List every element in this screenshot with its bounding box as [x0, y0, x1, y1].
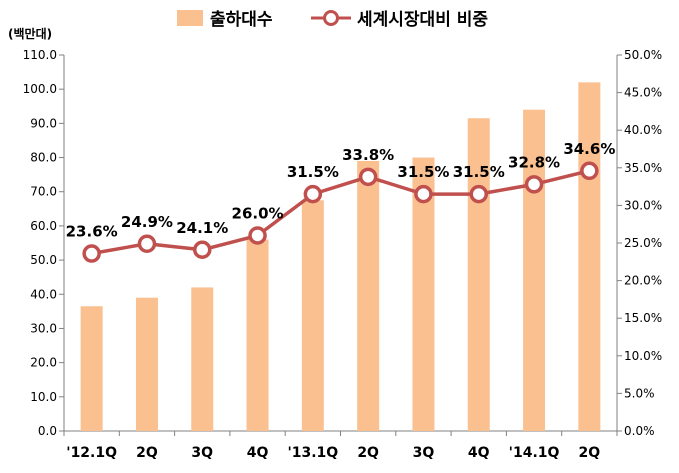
- bar-shipments: [191, 287, 214, 431]
- y-left-tick-label: 60.0: [30, 219, 57, 233]
- legend-swatch-marker: [323, 10, 339, 26]
- y-right-tick-label: 30.0%: [624, 198, 662, 212]
- data-label-share: 34.6%: [563, 140, 615, 158]
- y-right-tick-label: 40.0%: [624, 123, 662, 137]
- x-tick-label: '13.1Q: [287, 445, 338, 461]
- y-left-tick-label: 70.0: [30, 185, 57, 199]
- legend-label-bar: 출하대수: [210, 10, 273, 30]
- line-point: [469, 184, 488, 204]
- line-point: [303, 184, 323, 204]
- y-left-tick-label: 30.0: [30, 321, 57, 335]
- line-point: [82, 244, 101, 263]
- y-right-tick-label: 45.0%: [624, 86, 662, 100]
- y-left-tick-label: 110.0: [23, 48, 57, 62]
- data-label-share: 24.9%: [121, 213, 173, 231]
- bar-shipments: [578, 82, 601, 431]
- x-tick-label: 2Q: [579, 445, 601, 461]
- x-tick-label: 2Q: [136, 445, 158, 461]
- data-label-share: 33.8%: [342, 146, 394, 164]
- data-label-share: 26.0%: [232, 204, 284, 222]
- x-tick-label: '14.1Q: [509, 445, 560, 461]
- bar-shipments: [246, 239, 269, 431]
- y-left-tick-label: 20.0: [30, 356, 57, 370]
- legend-label-line: 세계시장대비 비중: [357, 10, 488, 30]
- line-point: [358, 167, 378, 187]
- legend-swatch-bar: [177, 10, 203, 26]
- line-market-share: [91, 169, 590, 256]
- y-right-tick-label: 5.0%: [624, 386, 655, 400]
- bar-shipments: [357, 160, 380, 432]
- y-right-tick-label: 25.0%: [624, 236, 662, 250]
- line-point: [248, 226, 267, 245]
- y-left-tick-label: 0.0: [38, 424, 57, 438]
- x-tick-label: 4Q: [247, 445, 269, 461]
- data-label-share: 31.5%: [453, 163, 505, 181]
- line-point: [137, 234, 157, 254]
- y-left-unit-label: (백만대): [8, 26, 52, 41]
- x-tick-label: 3Q: [413, 445, 435, 461]
- legend: 출하대수 세계시장대비 비중: [177, 10, 488, 30]
- x-tick-label: '12.1Q: [66, 445, 117, 461]
- y-left-tick-label: 90.0: [30, 116, 57, 130]
- y-left-tick-label: 10.0: [30, 390, 57, 404]
- data-label-share: 24.1%: [176, 219, 228, 237]
- plot-area: 0.0 10.0 20.0 30.0 40.0 50.0 60.0 70.0 80.0 90.0 1…: [23, 48, 662, 461]
- y-right-tick-label: 50.0%: [624, 48, 662, 62]
- bar-shipments: [412, 157, 435, 431]
- line-point: [414, 184, 433, 204]
- y-right-tick-label: 10.0%: [624, 349, 662, 363]
- y-right-tick-label: 15.0%: [624, 311, 662, 325]
- y-right-tick-label: 0.0%: [624, 424, 655, 438]
- data-label-share: 31.5%: [287, 163, 339, 181]
- y-left-tick-label: 100.0: [23, 82, 57, 96]
- x-tick-label: 2Q: [357, 445, 379, 461]
- y-right-tick-label: 20.0%: [624, 274, 662, 288]
- y-left-tick-label: 50.0: [30, 253, 57, 267]
- data-label-share: 23.6%: [66, 223, 118, 241]
- y-left-tick-label: 80.0: [30, 151, 57, 165]
- line-point: [580, 161, 599, 181]
- x-tick-label: 4Q: [468, 445, 490, 461]
- bar-shipments: [301, 200, 324, 431]
- y-left-tick-label: 40.0: [30, 287, 57, 301]
- data-label-share: 31.5%: [397, 163, 449, 181]
- bar-shipments: [80, 306, 103, 431]
- x-tick-label: 3Q: [191, 445, 213, 461]
- line-point: [524, 175, 544, 194]
- line-point: [193, 240, 212, 260]
- bar-shipments: [135, 297, 158, 431]
- data-label-share: 32.8%: [508, 153, 560, 171]
- y-right-tick-label: 35.0%: [624, 161, 662, 175]
